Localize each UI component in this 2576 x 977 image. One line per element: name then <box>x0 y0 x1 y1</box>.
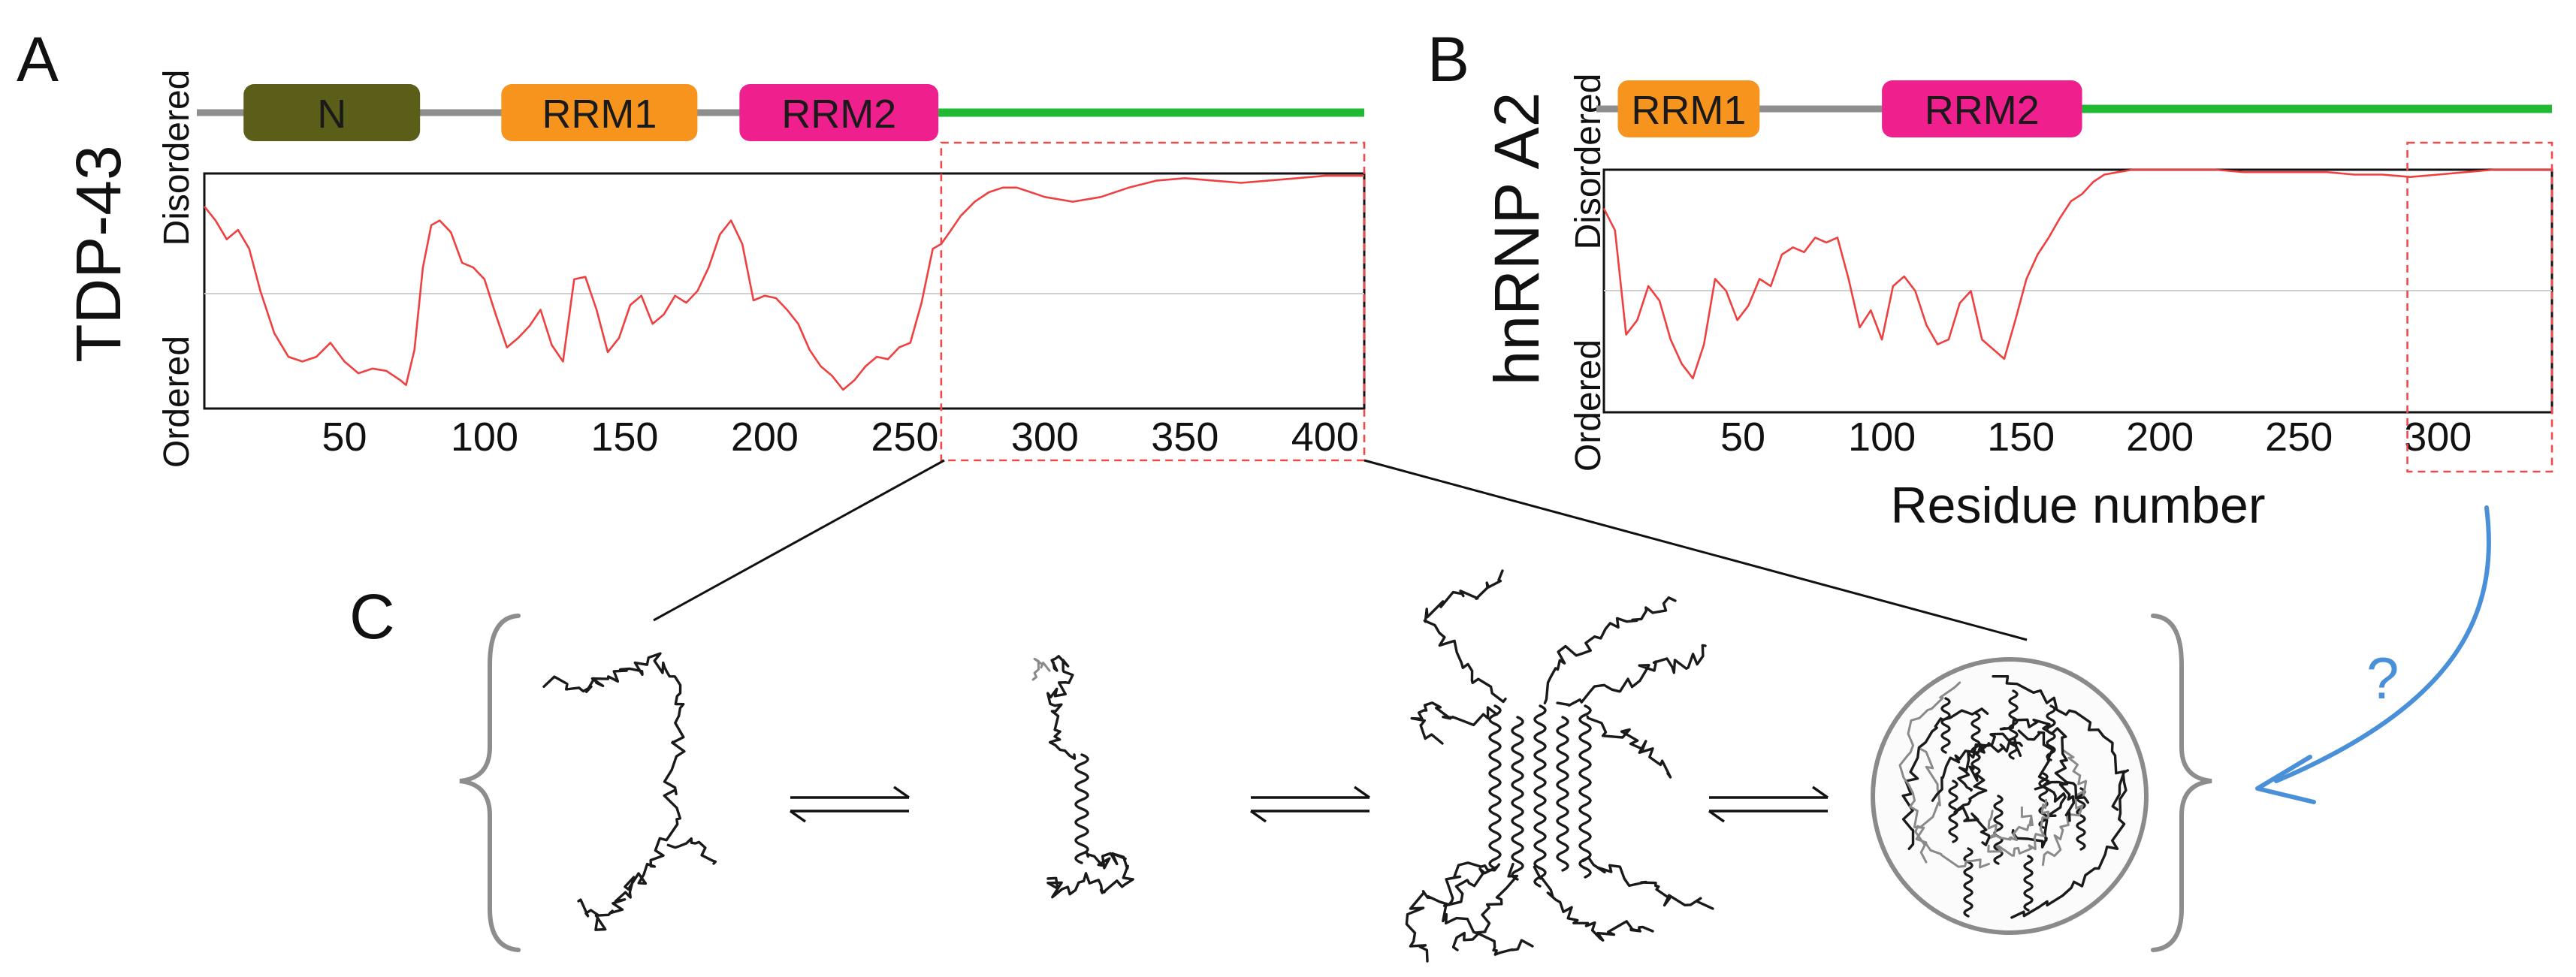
domain-box-tdp43-2 <box>739 84 939 141</box>
x-tick-label-tdp43-300: 300 <box>1011 415 1079 460</box>
equilibrium-arrow-2 <box>1249 786 1371 823</box>
equilibrium-arrow-3 <box>1708 786 1829 823</box>
x-tick-label-tdp43-150: 150 <box>590 415 658 460</box>
right-brace <box>2151 614 2212 952</box>
ylabel-disordered-tdp43: Disordered <box>157 70 197 246</box>
domain-box-hnrnpa2-0 <box>1617 80 1760 137</box>
oligomer-tail-7 <box>1581 856 1714 910</box>
x-tick-label-tdp43-50: 50 <box>322 415 367 460</box>
equilibrium-arrow-1 <box>789 786 911 823</box>
domain-label-hnrnpa2-0: RRM1 <box>1631 88 1746 133</box>
droplet-chain-0 <box>1914 748 1990 869</box>
x-tick-label-tdp43-400: 400 <box>1291 415 1359 460</box>
droplet-chain-4 <box>1957 732 2022 792</box>
x-tick-label-tdp43-100: 100 <box>451 415 518 460</box>
chart-tdp43: TDP-43 Disordered Ordered N RRM1 RRM2 50 10… <box>63 70 1366 468</box>
droplet-chain-3 <box>1987 806 2034 842</box>
droplet-chain-11 <box>1999 718 2090 804</box>
protein-label-hnrnpa2: hnRNP A2 <box>1481 92 1552 386</box>
plot-frame-tdp43 <box>203 172 1366 410</box>
x-tick-label-tdp43-200: 200 <box>731 415 799 460</box>
x-ticks-hnrnpa2: 50 100 150 200 250 300 <box>1720 415 2472 460</box>
ylabel-disordered-hnrnpa2: Disordered <box>1569 74 1608 250</box>
helical-oligomer-illustration <box>1405 569 1714 963</box>
droplet-helix-9 <box>2023 855 2034 912</box>
monomer-extended-illustration <box>542 652 717 931</box>
x-tick-label-hnrnpa2-150: 150 <box>1987 415 2055 460</box>
ylabel-ordered-hnrnpa2: Ordered <box>1569 339 1608 472</box>
x-tick-label-hnrnpa2-300: 300 <box>2404 415 2472 460</box>
oligomer-helix-0 <box>1488 704 1502 870</box>
oligomer-tail-9 <box>1405 861 1501 963</box>
monomer-helix-illustration <box>1031 655 1134 899</box>
droplet-outline <box>1871 657 2149 935</box>
question-arrow <box>2274 505 2491 783</box>
x-ticks-tdp43: 50 100 150 200 250 300 350 400 <box>322 415 1358 460</box>
zoom-guide-right <box>1363 459 2028 641</box>
oligomer-tail-8 <box>1475 862 1534 956</box>
droplet-chain-1 <box>1931 741 2023 802</box>
helix-monomer-n-term <box>1046 655 1077 760</box>
droplet-helix-0 <box>1940 697 1951 754</box>
domain-label-hnrnpa2-1: RRM2 <box>1925 88 2040 133</box>
x-tick-label-tdp43-250: 250 <box>871 415 938 460</box>
droplet-chain-5 <box>1901 707 1989 850</box>
oligomer-tail-5 <box>1442 865 1499 951</box>
question-mark: ? <box>2366 645 2399 711</box>
xlabel-hnrnpa2: Residue number <box>1891 477 2266 534</box>
series-line-tdp43 <box>203 174 1364 391</box>
protein-label-tdp43: TDP-43 <box>63 145 134 362</box>
helix-monomer-c-term <box>1046 852 1134 899</box>
oligomer-tail-4 <box>1586 715 1672 779</box>
left-brace <box>459 614 521 952</box>
panel-label-c: C <box>349 581 395 652</box>
domain-label-tdp43-2: RRM2 <box>781 92 896 137</box>
x-tick-label-hnrnpa2-250: 250 <box>2265 415 2333 460</box>
domain-label-tdp43-0: N <box>317 92 346 137</box>
x-tick-label-hnrnpa2-100: 100 <box>1848 415 1916 460</box>
zoom-guide-left <box>653 459 945 622</box>
oligomer-tail-3 <box>1410 701 1499 745</box>
panel-label-a: A <box>17 24 59 95</box>
droplet-chain-10 <box>2010 769 2129 919</box>
ylabel-ordered-tdp43: Ordered <box>157 336 197 468</box>
oligomer-tail-2 <box>1556 644 1707 707</box>
oligomer-helix-3 <box>1556 716 1569 872</box>
domain-label-tdp43-1: RRM1 <box>542 92 657 137</box>
oligomer-tail-1 <box>1543 596 1677 704</box>
chart-hnrnpa2: hnRNP A2 Disordered Ordered RRM1 RRM2 50 1… <box>1481 74 2553 534</box>
droplet-chain-9 <box>1987 798 2050 857</box>
extended-chain-branch <box>666 837 717 865</box>
series-line-hnrnpa2 <box>1602 168 2552 380</box>
x-tick-label-hnrnpa2-50: 50 <box>1720 415 1765 460</box>
droplet-chain-6 <box>2041 748 2088 867</box>
ensemble-panel: ? <box>459 459 2491 963</box>
question-arrowhead <box>2255 755 2316 804</box>
selection-box-hnrnpa2 <box>2406 141 2553 473</box>
droplet-chain-12 <box>1898 681 1961 864</box>
oligomer-helix-4 <box>1578 704 1592 879</box>
droplet-helix-8 <box>1963 847 1974 918</box>
domain-box-tdp43-1 <box>501 84 698 141</box>
oligomer-tail-6 <box>1533 865 1654 942</box>
x-tick-label-tdp43-350: 350 <box>1151 415 1219 460</box>
droplet-chain-13 <box>1953 765 1991 846</box>
oligomer-helix-2 <box>1533 704 1547 888</box>
oligomer-helix-1 <box>1511 716 1524 881</box>
oligomer-tail-0 <box>1423 569 1507 704</box>
domain-box-hnrnpa2-1 <box>1882 80 2082 137</box>
droplet-chain-8 <box>2017 729 2075 822</box>
helix-monomer-n-grey <box>1031 657 1051 681</box>
selection-box-tdp43 <box>940 141 1366 462</box>
domain-box-tdp43-0 <box>243 84 421 141</box>
extended-chain <box>542 652 686 931</box>
domain-bar-hnrnpa2: RRM1 RRM2 <box>1596 80 2552 137</box>
helix-monomer-helix <box>1074 753 1089 864</box>
condensate-droplet-illustration <box>1871 657 2149 935</box>
x-tick-label-hnrnpa2-200: 200 <box>2126 415 2194 460</box>
domain-bar-tdp43: N RRM1 RRM2 <box>197 84 1364 141</box>
panel-label-b: B <box>1427 24 1469 95</box>
